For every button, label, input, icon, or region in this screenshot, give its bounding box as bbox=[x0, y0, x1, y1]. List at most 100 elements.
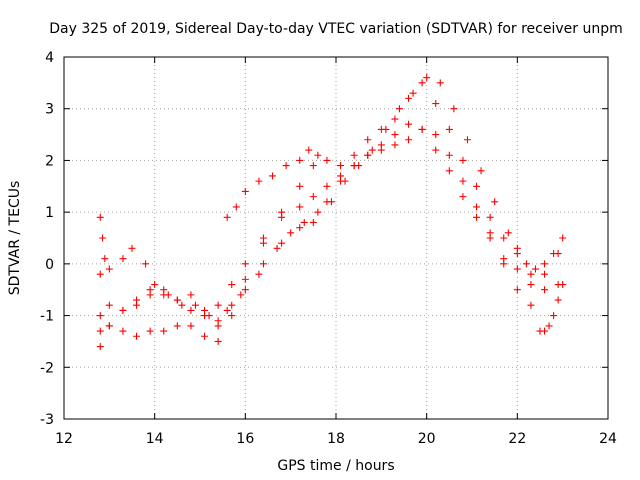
data-point bbox=[300, 218, 308, 226]
data-point bbox=[178, 301, 186, 309]
data-point bbox=[232, 203, 240, 211]
series-track-2 bbox=[96, 79, 562, 351]
plot-frame bbox=[63, 56, 609, 420]
data-point bbox=[477, 167, 485, 175]
data-point bbox=[541, 286, 549, 294]
data-point bbox=[559, 281, 567, 289]
y-tick-label: 2 bbox=[45, 153, 54, 169]
data-point bbox=[445, 167, 453, 175]
data-point bbox=[151, 281, 159, 289]
data-layer bbox=[96, 74, 567, 351]
data-point bbox=[337, 162, 345, 170]
series-track-1 bbox=[96, 74, 567, 325]
data-point bbox=[105, 322, 113, 330]
data-point bbox=[119, 327, 127, 335]
data-point bbox=[531, 265, 539, 273]
data-point bbox=[418, 79, 426, 87]
x-tick-label: 22 bbox=[508, 431, 526, 447]
data-point bbox=[228, 312, 236, 320]
x-tick-label: 18 bbox=[327, 431, 345, 447]
data-point bbox=[287, 229, 295, 237]
y-tick-label: -1 bbox=[40, 309, 54, 325]
data-point bbox=[504, 229, 512, 237]
data-point bbox=[391, 115, 399, 123]
data-point bbox=[405, 136, 413, 144]
data-point bbox=[214, 322, 222, 330]
y-tick-label: 0 bbox=[45, 257, 54, 273]
data-point bbox=[146, 327, 154, 335]
data-point bbox=[395, 105, 403, 113]
data-point bbox=[436, 79, 444, 87]
data-point bbox=[241, 187, 249, 195]
series-track-6 bbox=[536, 281, 567, 335]
series-track-5 bbox=[223, 146, 322, 221]
data-point bbox=[432, 146, 440, 154]
data-point bbox=[445, 125, 453, 133]
x-tick-label: 14 bbox=[146, 431, 164, 447]
data-point bbox=[269, 172, 277, 180]
data-point bbox=[228, 301, 236, 309]
data-point bbox=[491, 198, 499, 206]
data-point bbox=[450, 105, 458, 113]
data-point bbox=[500, 260, 508, 268]
data-point bbox=[282, 162, 290, 170]
data-point bbox=[191, 301, 199, 309]
data-point bbox=[409, 89, 417, 97]
data-point bbox=[391, 141, 399, 149]
data-point bbox=[173, 296, 181, 304]
data-point bbox=[296, 156, 304, 164]
data-point bbox=[500, 234, 508, 242]
y-tick-label: -2 bbox=[40, 360, 54, 376]
data-point bbox=[314, 208, 322, 216]
data-point bbox=[314, 151, 322, 159]
data-point bbox=[173, 322, 181, 330]
data-point bbox=[323, 182, 331, 190]
data-point bbox=[486, 213, 494, 221]
data-point bbox=[96, 343, 104, 351]
data-point bbox=[418, 125, 426, 133]
data-point bbox=[101, 255, 109, 263]
data-point bbox=[214, 301, 222, 309]
data-point bbox=[128, 244, 136, 252]
data-point bbox=[201, 312, 209, 320]
data-point bbox=[223, 213, 231, 221]
data-point bbox=[187, 322, 195, 330]
y-tick-label: -3 bbox=[40, 412, 54, 428]
data-point bbox=[545, 322, 553, 330]
data-point bbox=[554, 250, 562, 258]
data-point bbox=[527, 270, 535, 278]
data-point bbox=[554, 296, 562, 304]
x-tick-label: 20 bbox=[418, 431, 436, 447]
data-point bbox=[405, 120, 413, 128]
data-point bbox=[133, 332, 141, 340]
data-point bbox=[432, 131, 440, 139]
data-point bbox=[459, 177, 467, 185]
data-point bbox=[463, 136, 471, 144]
data-point bbox=[241, 260, 249, 268]
series-track-4 bbox=[96, 125, 535, 345]
data-point bbox=[214, 337, 222, 345]
data-point bbox=[228, 281, 236, 289]
data-point bbox=[309, 162, 317, 170]
data-point bbox=[459, 156, 467, 164]
x-axis-label: GPS time / hours bbox=[277, 458, 394, 474]
data-point bbox=[146, 291, 154, 299]
data-point bbox=[377, 146, 385, 154]
data-point bbox=[473, 182, 481, 190]
data-point bbox=[350, 151, 358, 159]
data-point bbox=[377, 125, 385, 133]
data-point bbox=[541, 270, 549, 278]
data-point bbox=[187, 306, 195, 314]
x-tick-label: 16 bbox=[236, 431, 254, 447]
data-point bbox=[473, 213, 481, 221]
data-point bbox=[473, 203, 481, 211]
data-point bbox=[241, 275, 249, 283]
y-tick-label: 1 bbox=[45, 205, 54, 221]
data-point bbox=[368, 146, 376, 154]
x-tick-label: 12 bbox=[55, 431, 73, 447]
data-point bbox=[255, 270, 263, 278]
data-point bbox=[96, 312, 104, 320]
data-point bbox=[105, 301, 113, 309]
data-point bbox=[259, 260, 267, 268]
